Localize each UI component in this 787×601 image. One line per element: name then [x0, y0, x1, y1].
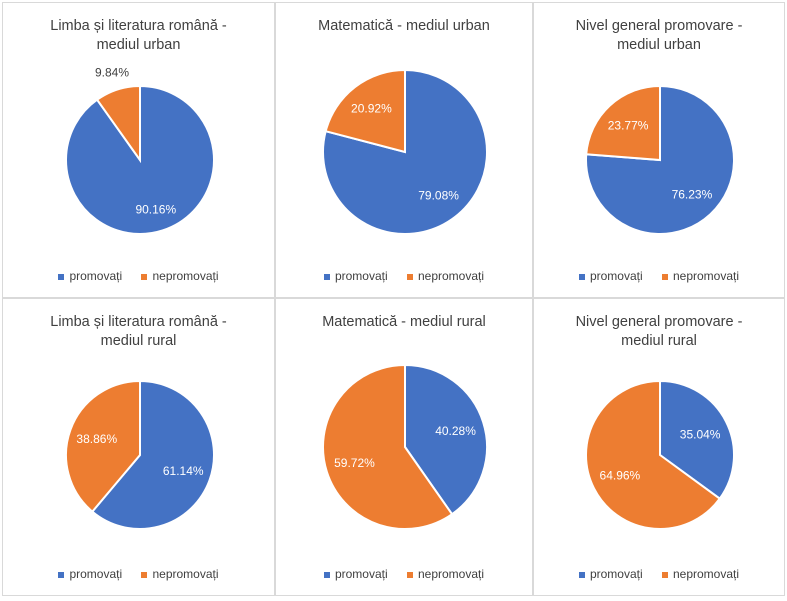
legend-label: promovați [589, 269, 643, 283]
legend-swatch-nepromovati [141, 273, 148, 280]
pie-slice-nepromovati [324, 68, 406, 154]
legend-label: promovați [334, 567, 388, 581]
legend-item-promovati: promovați [578, 567, 643, 581]
legend-swatch-nepromovati [661, 273, 668, 280]
legend-swatch-nepromovati [141, 571, 148, 578]
chart-title: Limba și literatura română - mediul urba… [3, 17, 274, 55]
data-label: 40.28% [435, 424, 476, 438]
data-label: 9.84% [95, 65, 129, 79]
chart-panel-3: Limba și literatura română - mediul rura… [2, 298, 275, 596]
chart-panel-5: Nivel general promovare - mediul rural 3… [533, 298, 785, 596]
chart-panel-0: Limba și literatura română - mediul urba… [2, 2, 275, 298]
legend: promovați nepromovați [534, 567, 784, 581]
legend-item-nepromovati: nepromovați [661, 567, 740, 581]
chart-title-line: mediul urban [617, 37, 701, 53]
chart-title: Limba și literatura română - mediul rura… [3, 313, 274, 351]
legend-swatch-nepromovati [406, 571, 413, 578]
legend-label: nepromovați [417, 567, 485, 581]
legend-swatch-promovati [323, 571, 330, 578]
legend-item-nepromovati: nepromovați [141, 567, 219, 581]
pie-chart: 90.16% 9.84% [65, 65, 215, 235]
data-label: 79.08% [418, 189, 459, 203]
chart-title: Matematică - mediul urban [276, 17, 532, 36]
chart-panel-1: Matematică - mediul urban 79.08% 20.92% p… [275, 2, 533, 298]
legend-label: promovați [334, 269, 388, 283]
legend: promovați nepromovați [276, 269, 532, 283]
chart-title-line: mediul rural [621, 333, 697, 349]
pie-slice-nepromovati [95, 84, 141, 164]
chart-title: Nivel general promovare - mediul urban [534, 17, 784, 55]
data-label: 23.77% [608, 119, 649, 133]
chart-title-line: Nivel general promovare - [575, 314, 743, 330]
legend: promovați nepromovați [3, 567, 274, 581]
legend: promovați nepromovați [534, 269, 784, 283]
pie-slice-promovati [404, 363, 488, 516]
legend-item-nepromovati: nepromovați [406, 269, 485, 283]
data-label: 35.04% [680, 428, 721, 442]
pie-chart: 40.28% 59.72% [322, 363, 488, 530]
chart-title-line: mediul urban [96, 37, 181, 53]
pie-slice-promovati [585, 84, 735, 235]
legend-swatch-promovati [58, 571, 65, 578]
pie-slice-nepromovati [585, 84, 661, 162]
chart-title-line: Matematică - mediul rural [322, 314, 486, 330]
pie-slice-nepromovati [585, 379, 722, 530]
data-label: 38.86% [76, 432, 117, 446]
legend-swatch-nepromovati [661, 571, 668, 578]
legend-swatch-promovati [578, 273, 585, 280]
legend-label: nepromovați [417, 269, 485, 283]
legend-label: promovați [69, 269, 123, 283]
data-label: 59.72% [334, 456, 375, 470]
legend-item-promovati: promovați [578, 269, 643, 283]
legend-label: nepromovați [672, 269, 740, 283]
chart-title: Matematică - mediul rural [276, 313, 532, 332]
data-label: 90.16% [135, 203, 176, 217]
pie-chart: 76.23% 23.77% [585, 84, 735, 235]
legend-label: nepromovați [672, 567, 740, 581]
legend-item-promovati: promovați [323, 269, 388, 283]
chart-panel-4: Matematică - mediul rural 40.28% 59.72% p… [275, 298, 533, 596]
legend-item-nepromovati: nepromovați [141, 269, 219, 283]
legend-swatch-promovati [323, 273, 330, 280]
pie-chart: 35.04% 64.96% [585, 379, 735, 530]
legend-label: nepromovați [152, 567, 219, 581]
legend: promovați nepromovați [3, 269, 274, 283]
data-label: 76.23% [672, 187, 713, 201]
legend: promovați nepromovați [276, 567, 532, 581]
pie-slice-promovati [90, 379, 215, 530]
data-label: 64.96% [600, 468, 641, 482]
legend-swatch-nepromovati [406, 273, 413, 280]
chart-title-line: Matematică - mediul urban [318, 18, 490, 34]
chart-title-line: Limba și literatura română - [50, 314, 227, 330]
chart-title-line: Nivel general promovare - [575, 18, 743, 34]
chart-title-line: Limba și literatura română - [50, 18, 227, 34]
pie-slice-nepromovati [322, 363, 454, 530]
legend-label: promovați [589, 567, 643, 581]
legend-item-nepromovati: nepromovați [406, 567, 485, 581]
legend-swatch-promovati [58, 273, 65, 280]
pie-slice-nepromovati [65, 379, 141, 514]
data-label: 61.14% [163, 464, 204, 478]
legend-label: nepromovați [152, 269, 219, 283]
chart-panel-2: Nivel general promovare - mediul urban 7… [533, 2, 785, 298]
legend-swatch-promovati [578, 571, 585, 578]
legend-item-promovati: promovați [58, 269, 122, 283]
legend-item-promovati: promovați [58, 567, 122, 581]
chart-title-line: mediul rural [100, 333, 177, 349]
legend-item-promovati: promovați [323, 567, 388, 581]
pie-slice-promovati [659, 379, 735, 501]
data-label: 20.92% [351, 101, 392, 115]
chart-title: Nivel general promovare - mediul rural [534, 313, 784, 351]
pie-chart: 79.08% 20.92% [322, 68, 488, 235]
legend-label: promovați [69, 567, 123, 581]
legend-item-nepromovati: nepromovați [661, 269, 740, 283]
pie-chart: 61.14% 38.86% [65, 379, 215, 530]
